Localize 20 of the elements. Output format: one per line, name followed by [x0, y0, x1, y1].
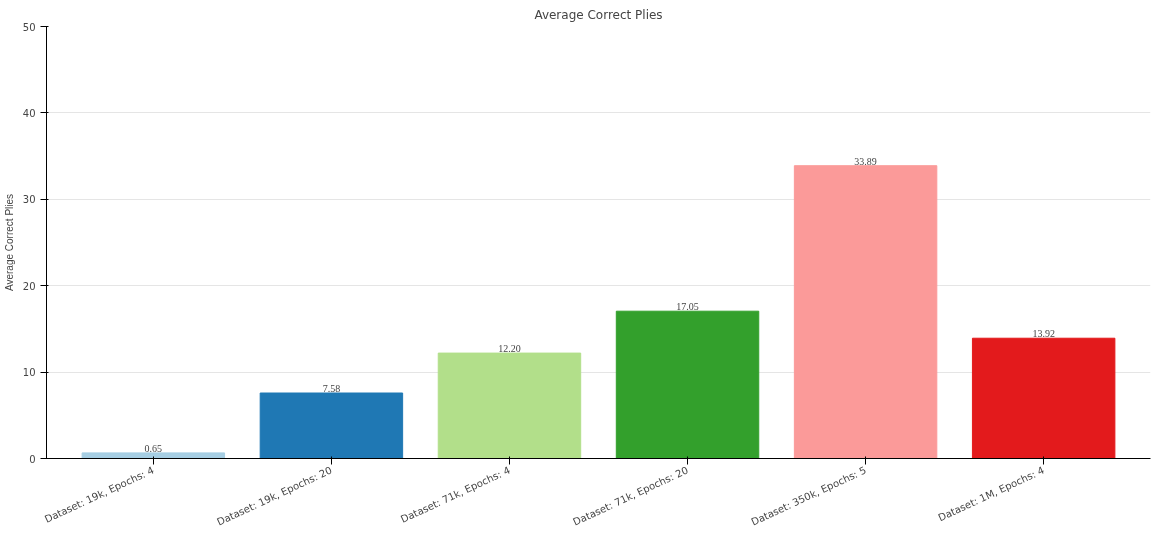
y-tick-label: 10	[22, 367, 36, 379]
chart-title: Average Correct Plies	[534, 7, 663, 22]
y-tick-label: 0	[29, 453, 36, 465]
bar	[437, 352, 582, 459]
data-label: 0.65	[144, 442, 163, 454]
y-tick-label: 20	[22, 280, 36, 292]
y-tick-label: 40	[22, 107, 36, 119]
data-label: 12.20	[498, 343, 521, 355]
y-tick-label: 50	[22, 21, 36, 33]
y-axis-title: Average Correct Plies	[3, 193, 15, 292]
bar	[615, 310, 760, 459]
bar	[971, 337, 1116, 459]
data-label: 17.05	[676, 301, 699, 313]
bar	[259, 392, 404, 459]
data-label: 33.89	[854, 155, 877, 167]
bar	[81, 452, 226, 459]
y-tick-label: 30	[22, 194, 36, 206]
data-label: 7.58	[322, 383, 341, 395]
bar	[793, 165, 938, 459]
data-label: 13.92	[1032, 328, 1055, 340]
